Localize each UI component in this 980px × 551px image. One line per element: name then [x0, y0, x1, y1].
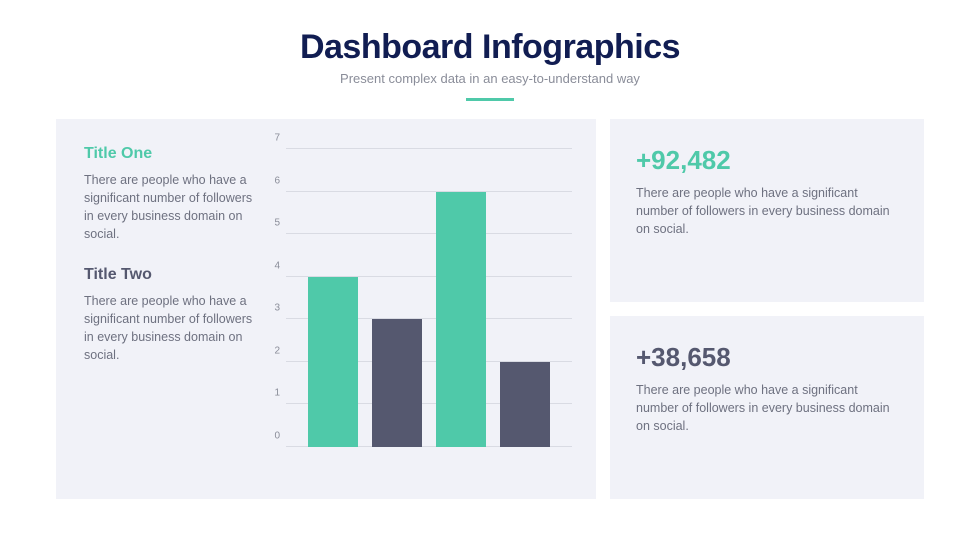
y-axis-label: 0	[262, 431, 280, 442]
chart-column: 01234567	[262, 145, 572, 471]
page-title: Dashboard Infographics	[0, 28, 980, 67]
block-title-one: Title One	[84, 145, 254, 163]
y-axis-label: 6	[262, 175, 280, 186]
chart-bar	[372, 319, 422, 447]
block-title-two: Title Two	[84, 266, 254, 284]
left-panel: Title One There are people who have a si…	[56, 119, 596, 499]
stat-body-two: There are people who have a significant …	[636, 381, 898, 435]
y-axis-label: 2	[262, 345, 280, 356]
y-axis-label: 1	[262, 388, 280, 399]
stat-panel-two: +38,658 There are people who have a sign…	[610, 316, 924, 499]
block-body-one: There are people who have a significant …	[84, 171, 254, 244]
block-body-two: There are people who have a significant …	[84, 292, 254, 365]
chart-bar	[436, 192, 486, 447]
titles-column: Title One There are people who have a si…	[84, 145, 254, 471]
bar-chart: 01234567	[262, 145, 572, 471]
stat-panel-one: +92,482 There are people who have a sign…	[610, 119, 924, 302]
y-axis-label: 3	[262, 303, 280, 314]
right-column: +92,482 There are people who have a sign…	[610, 119, 924, 499]
y-axis-label: 4	[262, 260, 280, 271]
y-axis-label: 5	[262, 218, 280, 229]
chart-bars	[286, 149, 572, 447]
content-row: Title One There are people who have a si…	[0, 101, 980, 499]
info-block-one: Title One There are people who have a si…	[84, 145, 254, 244]
chart-bar	[308, 277, 358, 447]
stat-value-two: +38,658	[636, 342, 898, 373]
stat-value-one: +92,482	[636, 145, 898, 176]
stat-body-one: There are people who have a significant …	[636, 184, 898, 238]
page-subtitle: Present complex data in an easy-to-under…	[0, 71, 980, 86]
y-axis-label: 7	[262, 133, 280, 144]
info-block-two: Title Two There are people who have a si…	[84, 266, 254, 365]
header: Dashboard Infographics Present complex d…	[0, 0, 980, 101]
chart-bar	[500, 362, 550, 447]
